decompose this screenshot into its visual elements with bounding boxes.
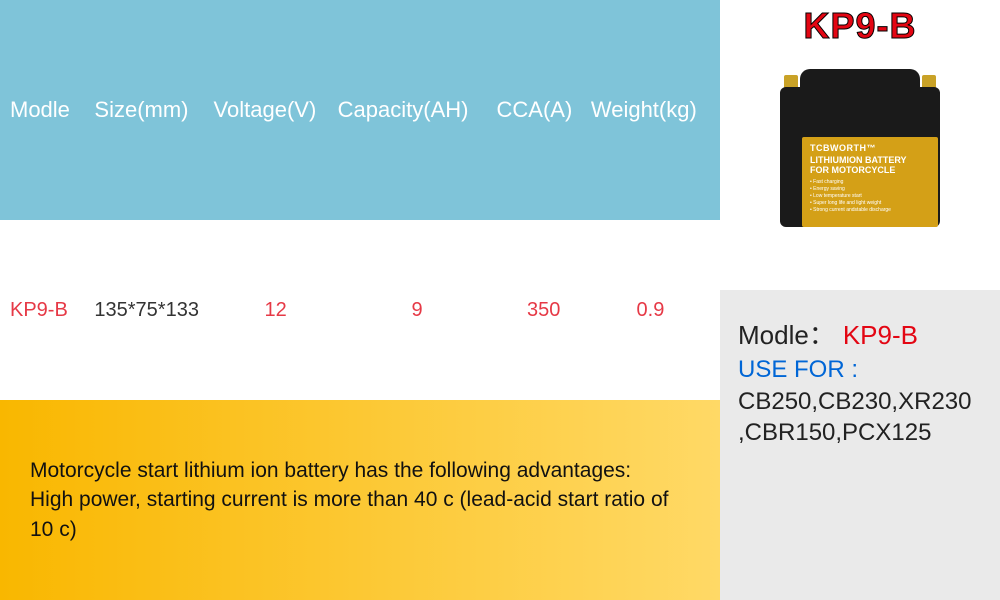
detail-model-row: Modle： KP9-B (738, 315, 982, 352)
battery-label-line2: FOR MOTORCYCLE (810, 165, 930, 175)
battery-feature: Strong current andstable discharge (810, 207, 930, 214)
header-model: Modle (10, 97, 94, 123)
battery-features: Fast charging Energy saving Low temperat… (810, 179, 930, 214)
spec-data-row: KP9-B 135*75*133 12 9 350 0.9 (0, 220, 720, 400)
header-weight: Weight(kg) (591, 97, 710, 123)
right-column: KP9-B TCBWORTH™ LITHIUMION BATTERY FOR M… (720, 0, 1000, 600)
detail-model-value: KP9-B (843, 320, 918, 350)
detail-model-label: Modle： (738, 320, 835, 350)
header-voltage: Voltage(V) (214, 97, 338, 123)
left-column: Modle Size(mm) Voltage(V) Capacity(AH) C… (0, 0, 720, 600)
battery-feature: Low temperature start (810, 193, 930, 200)
advantage-line2: High power, starting current is more tha… (30, 485, 690, 544)
detail-usefor-value: CB250,CB230,XR230 ,CBR150,PCX125 (738, 386, 982, 448)
data-cca: 350 (497, 299, 591, 322)
spec-header-row: Modle Size(mm) Voltage(V) Capacity(AH) C… (0, 0, 720, 220)
header-cca: CCA(A) (497, 97, 591, 123)
battery-brand: TCBWORTH™ (810, 143, 930, 153)
product-detail-panel: Modle： KP9-B USE FOR : CB250,CB230,XR230 … (720, 290, 1000, 600)
data-size: 135*75*133 (94, 299, 213, 322)
battery-body: TCBWORTH™ LITHIUMION BATTERY FOR MOTORCY… (780, 87, 940, 227)
header-capacity: Capacity(AH) (338, 97, 497, 123)
header-size: Size(mm) (94, 97, 213, 123)
data-model: KP9-B (10, 299, 94, 322)
data-weight: 0.9 (591, 299, 710, 322)
detail-usefor-label: USE FOR : (738, 356, 982, 384)
battery-handle (800, 69, 920, 89)
advantage-line1: Motorcycle start lithium ion battery has… (30, 456, 690, 485)
product-title: KP9-B (803, 5, 916, 47)
battery-feature: Super long life and light weight (810, 200, 930, 207)
battery-illustration: TCBWORTH™ LITHIUMION BATTERY FOR MOTORCY… (770, 57, 950, 237)
battery-feature: Energy saving (810, 186, 930, 193)
battery-label-line1: LITHIUMION BATTERY (810, 155, 930, 165)
page-container: Modle Size(mm) Voltage(V) Capacity(AH) C… (0, 0, 1000, 600)
product-image-panel: KP9-B TCBWORTH™ LITHIUMION BATTERY FOR M… (720, 0, 1000, 290)
battery-label: TCBWORTH™ LITHIUMION BATTERY FOR MOTORCY… (802, 137, 938, 227)
battery-feature: Fast charging (810, 179, 930, 186)
data-capacity: 9 (338, 299, 497, 322)
data-voltage: 12 (214, 299, 338, 322)
advantage-panel: Motorcycle start lithium ion battery has… (0, 400, 720, 600)
